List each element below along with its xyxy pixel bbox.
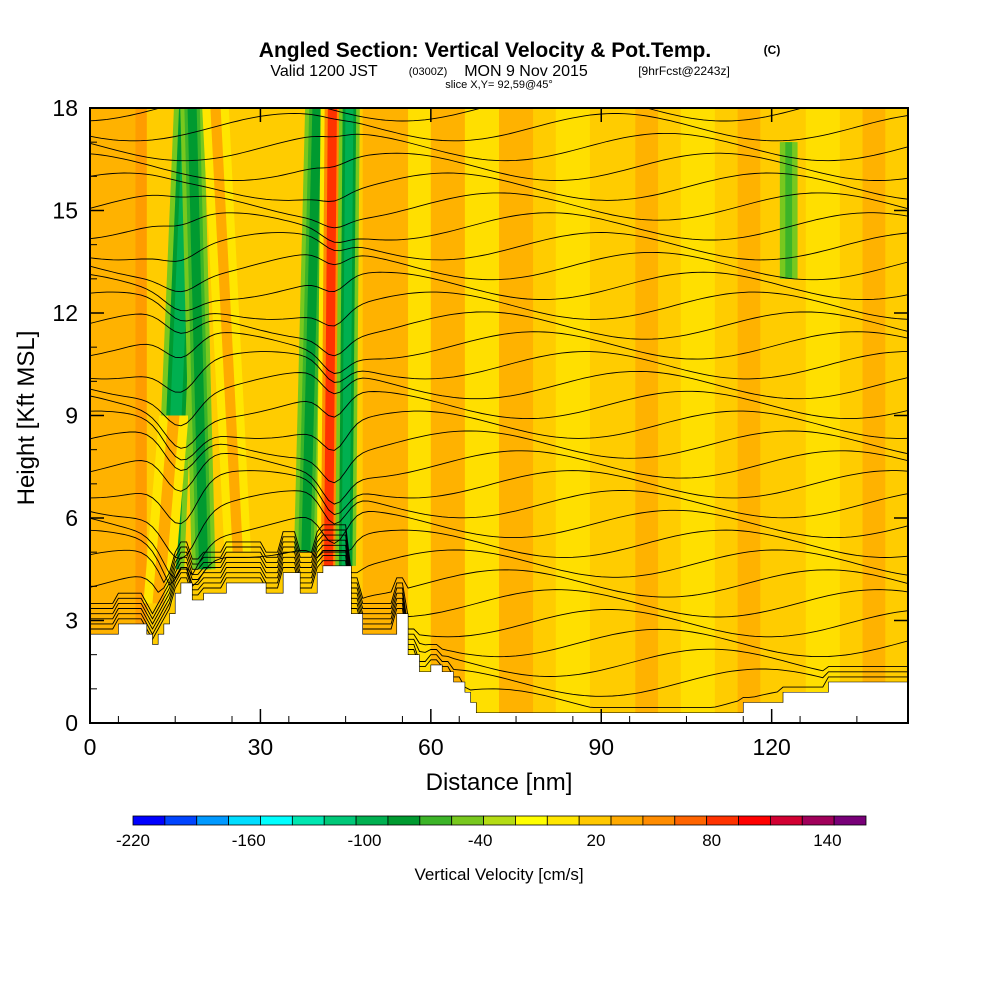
y-axis-label: Height [Kft MSL]: [13, 331, 40, 506]
theta-contour-line: [90, 311, 908, 357]
theta-contour-line: [90, 430, 908, 484]
velocity-plume: [210, 108, 243, 553]
y-tick-label: 18: [52, 95, 78, 121]
velocity-background-band: [737, 108, 761, 723]
subtitle-utc: (0300Z): [409, 66, 448, 78]
colorbar-swatch: [451, 815, 484, 826]
colorbar-tick-label: 20: [586, 831, 605, 850]
vertical-velocity-field: [90, 108, 886, 723]
velocity-plume: [152, 415, 180, 604]
velocity-background-band: [805, 108, 840, 723]
colorbar-swatch: [642, 815, 676, 826]
y-tick-label: 3: [65, 608, 78, 634]
theta-contour-line: [90, 232, 908, 262]
y-tick-label: 15: [52, 198, 78, 224]
velocity-background-band: [635, 108, 659, 723]
theta-contour-line: [90, 192, 908, 229]
velocity-plume: [301, 108, 322, 553]
velocity-background-band: [135, 108, 147, 723]
velocity-plume: [324, 108, 337, 566]
theta-contour-line: [90, 410, 908, 461]
theta-contour-line: [90, 152, 908, 181]
colorbar-swatch: [515, 815, 548, 826]
colorbar-tick-label: 80: [702, 831, 721, 850]
colorbar-tick-label: -40: [468, 831, 493, 850]
colorbar-swatch: [387, 815, 421, 826]
chart-title: Angled Section: Vertical Velocity & Pot.…: [259, 39, 711, 62]
subtitle-forecast: [9hrFcst@2243z]: [638, 64, 730, 78]
theta-contour-line: [90, 529, 908, 587]
x-tick-label: 30: [248, 734, 274, 760]
theta-contour-line: [90, 544, 908, 658]
colorbar-tick-label: -160: [232, 831, 266, 850]
colorbar-swatch: [769, 815, 803, 826]
theta-contour-line: [90, 370, 908, 427]
velocity-background-band: [408, 108, 431, 723]
velocity-plume: [187, 108, 209, 570]
colorbar-swatch: [546, 815, 580, 826]
y-tick-label: 6: [65, 505, 78, 531]
terrain-mask: [90, 565, 908, 723]
theta-contour-line: [90, 172, 908, 202]
velocity-plume: [785, 142, 793, 279]
theta-contour-line: [90, 524, 908, 584]
colorbar-swatch: [164, 815, 198, 826]
theta-contour-line: [90, 212, 908, 243]
theta-contour-line: [90, 271, 908, 312]
velocity-background-band: [499, 108, 534, 723]
x-tick-label: 90: [588, 734, 614, 760]
colorbar-swatch: [260, 815, 293, 826]
theta-contour-line: [90, 560, 908, 709]
y-tick-label: 9: [65, 403, 78, 429]
theta-contour-line: [90, 509, 908, 579]
colorbar: -220 -160 -100 -40 20 80 140: [116, 815, 867, 850]
colorbar-tick-label: 140: [813, 831, 841, 850]
x-tick-label: 120: [752, 734, 790, 760]
colorbar-swatch: [355, 815, 389, 826]
colorbar-swatch: [706, 815, 739, 826]
theta-contour-line: [90, 529, 908, 599]
y-tick-label: 0: [65, 710, 78, 736]
theta-contour-line: [90, 450, 908, 505]
colorbar-tick-label: -220: [116, 831, 150, 850]
plot-area: [90, 108, 908, 723]
colorbar-label: Vertical Velocity [cm/s]: [414, 865, 583, 884]
colorbar-swatch: [801, 815, 835, 826]
theta-contour-line: [90, 291, 908, 327]
axis-ticks: 0 30 60 90 120 0 3 6 9 12 15 18: [52, 95, 908, 760]
colorbar-swatch: [483, 815, 516, 826]
theta-contour-line: [90, 534, 908, 618]
x-axis-label: Distance [nm]: [426, 769, 573, 796]
subtitle-date: MON 9 Nov 2015: [464, 63, 588, 80]
theta-contour-line: [90, 490, 908, 560]
subtitle-valid: Valid 1200 JST: [270, 63, 378, 80]
theta-contour-line: [90, 331, 908, 374]
colorbar-swatch: [419, 815, 453, 826]
colorbar-swatch: [132, 815, 166, 826]
colorbar-swatch: [578, 815, 612, 826]
colorbar-swatch: [323, 815, 357, 826]
theta-contour-line: [90, 470, 908, 525]
colorbar-swatch: [833, 815, 867, 826]
x-tick-label: 0: [84, 734, 97, 760]
colorbar-swatch: [196, 815, 230, 826]
colorbar-swatch: [228, 815, 261, 826]
colorbar-swatch: [291, 815, 325, 826]
colorbar-tick-label: -100: [347, 831, 381, 850]
theta-contour-line: [90, 555, 908, 697]
theta-contour-line: [90, 132, 908, 162]
colorbar-swatch: [674, 815, 708, 826]
colorbar-swatch: [738, 815, 771, 826]
theta-contour-line: [90, 113, 908, 142]
theta-contour-line: [90, 390, 908, 449]
x-tick-label: 60: [418, 734, 444, 760]
theta-contour-line: [90, 251, 908, 293]
theta-contour-line: [90, 351, 908, 393]
chart-title-units: (C): [764, 43, 781, 57]
y-tick-label: 12: [52, 300, 78, 326]
theta-contour-line: [90, 550, 908, 677]
subtitle-slice: slice X,Y= 92,59@45°: [445, 79, 553, 91]
colorbar-swatch: [610, 815, 644, 826]
